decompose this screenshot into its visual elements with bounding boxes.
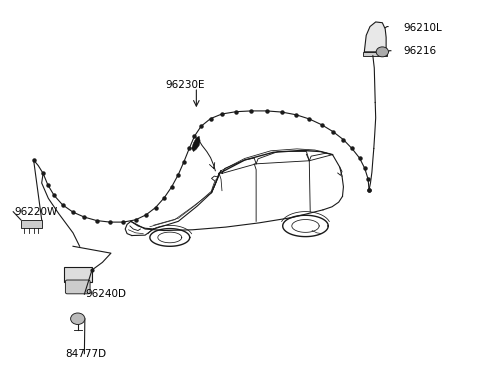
Text: 96216: 96216 [404,46,437,56]
Circle shape [376,47,388,57]
FancyBboxPatch shape [63,267,92,282]
Text: 96230E: 96230E [166,80,205,90]
Text: 96220W: 96220W [14,207,58,217]
Text: 96240D: 96240D [86,289,127,299]
Polygon shape [192,136,200,152]
Polygon shape [364,22,386,52]
FancyBboxPatch shape [21,220,42,228]
Text: 84777D: 84777D [65,349,107,359]
FancyBboxPatch shape [65,280,90,294]
Circle shape [71,313,85,324]
Text: 96210L: 96210L [404,23,443,33]
Polygon shape [363,52,387,56]
